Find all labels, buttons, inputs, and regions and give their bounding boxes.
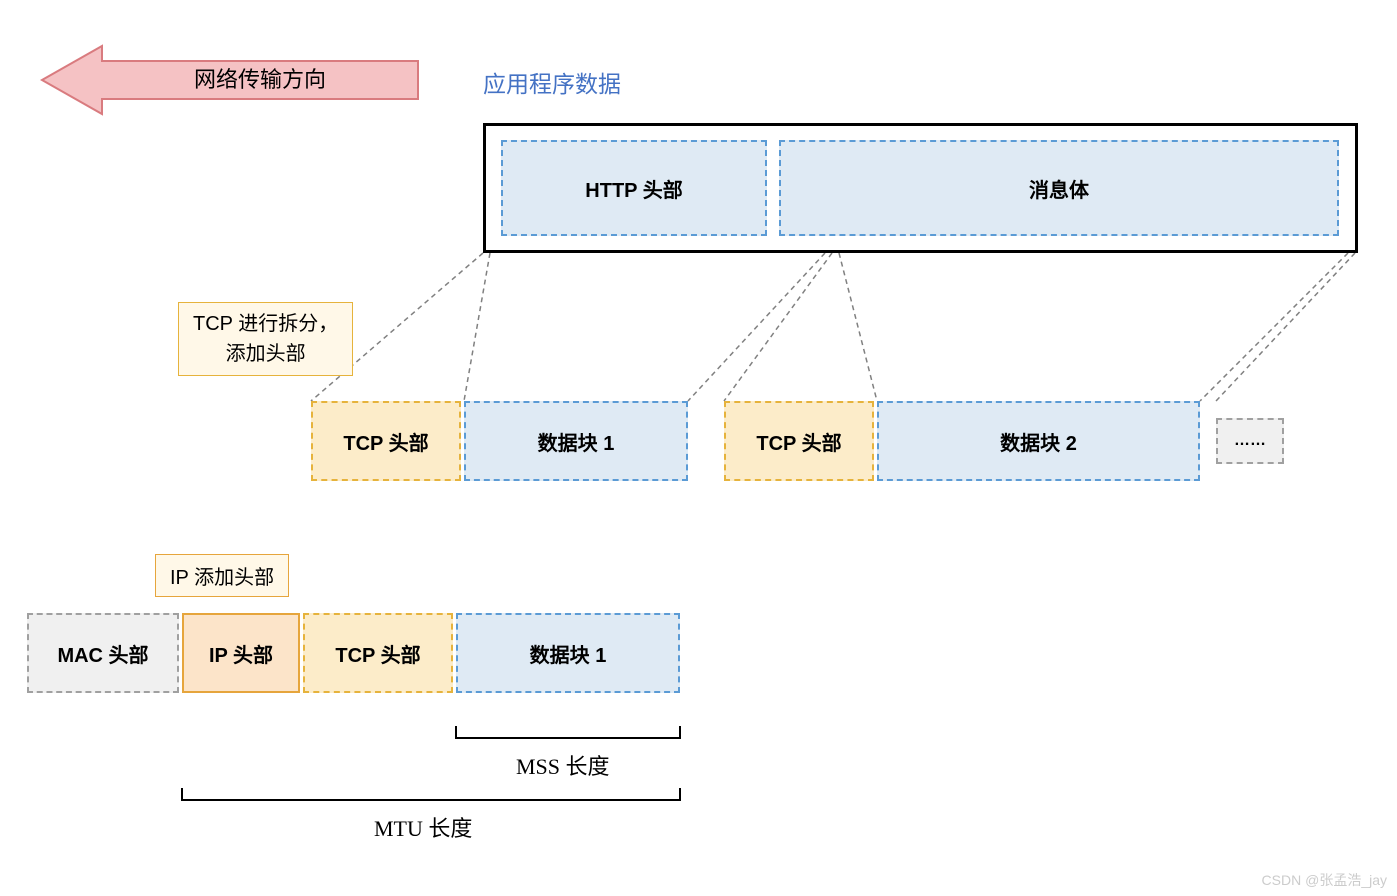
tcp-header-1: TCP 头部 (311, 401, 461, 481)
app-data-title: 应用程序数据 (483, 65, 621, 99)
message-body-label: 消息体 (1029, 174, 1089, 203)
tcp-note-line1: TCP 进行拆分， (193, 313, 338, 335)
data-block-1: 数据块 1 (464, 401, 688, 481)
svg-text:网络传输方向: 网络传输方向 (194, 67, 326, 92)
data-block-3-label: 数据块 1 (530, 639, 607, 668)
message-body-box: 消息体 (779, 140, 1339, 236)
data-block-3: 数据块 1 (456, 613, 680, 693)
tcp-header-3: TCP 头部 (303, 613, 453, 693)
data-block-2: 数据块 2 (877, 401, 1200, 481)
tcp-header-2-label: TCP 头部 (756, 427, 841, 456)
mac-header-box: MAC 头部 (27, 613, 179, 693)
ip-header-label: IP 头部 (209, 639, 273, 668)
data-block-2-label: 数据块 2 (1000, 427, 1077, 456)
more-label: …… (1234, 432, 1266, 450)
mac-header-label: MAC 头部 (57, 639, 148, 668)
ip-header-box: IP 头部 (182, 613, 300, 693)
tcp-header-3-label: TCP 头部 (335, 639, 420, 668)
tcp-header-1-label: TCP 头部 (343, 427, 428, 456)
http-header-label: HTTP 头部 (585, 174, 682, 203)
ip-add-header-note: IP 添加头部 (155, 554, 289, 597)
connector-lines (311, 253, 1355, 401)
bracket-labels: MSS 长度 MTU 长度 (374, 754, 610, 841)
more-box: …… (1216, 418, 1284, 464)
tcp-note-line2: 添加头部 (226, 343, 306, 365)
http-header-box: HTTP 头部 (501, 140, 767, 236)
tcp-split-note: TCP 进行拆分， 添加头部 (178, 302, 353, 376)
tcp-header-2: TCP 头部 (724, 401, 874, 481)
watermark: CSDN @张孟浩_jay (1262, 870, 1387, 890)
svg-text:MTU 长度: MTU 长度 (374, 816, 472, 841)
direction-arrow: 网络传输方向 (42, 46, 418, 114)
data-block-1-label: 数据块 1 (538, 427, 615, 456)
svg-text:MSS 长度: MSS 长度 (516, 754, 610, 779)
